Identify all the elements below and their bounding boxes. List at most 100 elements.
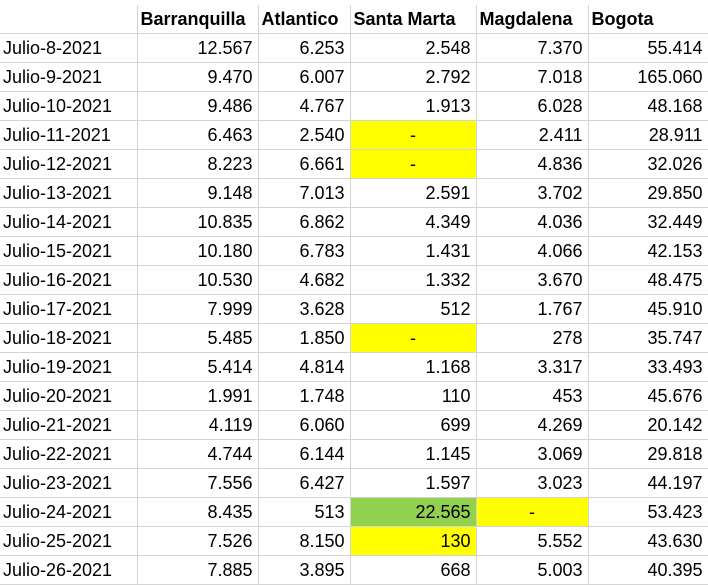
cell-bogota[interactable]: 165.060 [588, 62, 708, 92]
cell-magdalena[interactable]: - [476, 497, 589, 527]
cell-magdalena[interactable]: 453 [476, 381, 589, 411]
cell-atlantico[interactable]: 6.427 [258, 468, 351, 498]
cell-santa-marta[interactable]: 1.431 [350, 236, 477, 266]
cell-santa-marta[interactable]: 110 [350, 381, 477, 411]
cell-date[interactable]: Julio-21-2021 [0, 410, 138, 440]
cell-date[interactable]: Julio-24-2021 [0, 497, 138, 527]
cell-magdalena[interactable]: 3.317 [476, 352, 589, 382]
cell-santa-marta[interactable]: - [350, 120, 477, 150]
cell-bogota[interactable]: 40.395 [588, 555, 708, 585]
cell-magdalena[interactable]: 3.702 [476, 178, 589, 208]
cell-magdalena[interactable]: 4.036 [476, 207, 589, 237]
cell-date[interactable]: Julio-10-2021 [0, 91, 138, 121]
cell-bogota[interactable]: 42.153 [588, 236, 708, 266]
cell-date[interactable]: Julio-11-2021 [0, 120, 138, 150]
header-cell-atlantico[interactable]: Atlantico [258, 5, 351, 34]
cell-barranquilla[interactable]: 6.463 [137, 120, 259, 150]
cell-bogota[interactable]: 48.168 [588, 91, 708, 121]
cell-date[interactable]: Julio-25-2021 [0, 526, 138, 556]
header-cell-date[interactable] [0, 5, 138, 34]
cell-barranquilla[interactable]: 1.991 [137, 381, 259, 411]
cell-barranquilla[interactable]: 9.486 [137, 91, 259, 121]
cell-magdalena[interactable]: 7.370 [476, 33, 589, 63]
cell-barranquilla[interactable]: 4.744 [137, 439, 259, 469]
cell-magdalena[interactable]: 3.069 [476, 439, 589, 469]
cell-bogota[interactable]: 20.142 [588, 410, 708, 440]
cell-santa-marta[interactable]: 1.168 [350, 352, 477, 382]
cell-date[interactable]: Julio-14-2021 [0, 207, 138, 237]
cell-date[interactable]: Julio-18-2021 [0, 323, 138, 353]
cell-bogota[interactable]: 44.197 [588, 468, 708, 498]
cell-date[interactable]: Julio-22-2021 [0, 439, 138, 469]
cell-barranquilla[interactable]: 9.470 [137, 62, 259, 92]
cell-date[interactable]: Julio-17-2021 [0, 294, 138, 324]
cell-santa-marta[interactable]: 1.332 [350, 265, 477, 295]
cell-date[interactable]: Julio-15-2021 [0, 236, 138, 266]
cell-bogota[interactable]: 29.850 [588, 178, 708, 208]
cell-atlantico[interactable]: 4.814 [258, 352, 351, 382]
cell-barranquilla[interactable]: 12.567 [137, 33, 259, 63]
cell-bogota[interactable]: 45.910 [588, 294, 708, 324]
header-cell-magdalena[interactable]: Magdalena [476, 5, 589, 34]
cell-bogota[interactable]: 45.676 [588, 381, 708, 411]
cell-bogota[interactable]: 53.423 [588, 497, 708, 527]
cell-bogota[interactable]: 28.911 [588, 120, 708, 150]
cell-santa-marta[interactable]: 1.913 [350, 91, 477, 121]
cell-magdalena[interactable]: 1.767 [476, 294, 589, 324]
cell-magdalena[interactable]: 4.269 [476, 410, 589, 440]
cell-atlantico[interactable]: 6.783 [258, 236, 351, 266]
cell-barranquilla[interactable]: 7.556 [137, 468, 259, 498]
cell-date[interactable]: Julio-13-2021 [0, 178, 138, 208]
cell-santa-marta[interactable]: 2.591 [350, 178, 477, 208]
header-cell-bogota[interactable]: Bogota [588, 5, 708, 34]
cell-santa-marta[interactable]: 130 [350, 526, 477, 556]
cell-atlantico[interactable]: 6.007 [258, 62, 351, 92]
cell-atlantico[interactable]: 6.253 [258, 33, 351, 63]
cell-barranquilla[interactable]: 5.414 [137, 352, 259, 382]
cell-magdalena[interactable]: 278 [476, 323, 589, 353]
cell-barranquilla[interactable]: 9.148 [137, 178, 259, 208]
cell-atlantico[interactable]: 3.628 [258, 294, 351, 324]
cell-date[interactable]: Julio-23-2021 [0, 468, 138, 498]
cell-magdalena[interactable]: 3.023 [476, 468, 589, 498]
cell-barranquilla[interactable]: 10.180 [137, 236, 259, 266]
cell-date[interactable]: Julio-20-2021 [0, 381, 138, 411]
cell-bogota[interactable]: 48.475 [588, 265, 708, 295]
cell-barranquilla[interactable]: 8.223 [137, 149, 259, 179]
cell-santa-marta[interactable]: 22.565 [350, 497, 477, 527]
cell-atlantico[interactable]: 2.540 [258, 120, 351, 150]
cell-date[interactable]: Julio-12-2021 [0, 149, 138, 179]
cell-magdalena[interactable]: 6.028 [476, 91, 589, 121]
cell-santa-marta[interactable]: 668 [350, 555, 477, 585]
cell-barranquilla[interactable]: 5.485 [137, 323, 259, 353]
cell-date[interactable]: Julio-8-2021 [0, 33, 138, 63]
cell-santa-marta[interactable]: 1.145 [350, 439, 477, 469]
cell-santa-marta[interactable]: 2.792 [350, 62, 477, 92]
cell-atlantico[interactable]: 4.682 [258, 265, 351, 295]
cell-bogota[interactable]: 29.818 [588, 439, 708, 469]
cell-bogota[interactable]: 55.414 [588, 33, 708, 63]
cell-santa-marta[interactable]: 4.349 [350, 207, 477, 237]
cell-magdalena[interactable]: 4.066 [476, 236, 589, 266]
cell-magdalena[interactable]: 7.018 [476, 62, 589, 92]
cell-santa-marta[interactable]: 512 [350, 294, 477, 324]
cell-date[interactable]: Julio-16-2021 [0, 265, 138, 295]
cell-magdalena[interactable]: 2.411 [476, 120, 589, 150]
cell-date[interactable]: Julio-26-2021 [0, 555, 138, 585]
cell-magdalena[interactable]: 3.670 [476, 265, 589, 295]
cell-magdalena[interactable]: 5.003 [476, 555, 589, 585]
cell-atlantico[interactable]: 6.144 [258, 439, 351, 469]
cell-barranquilla[interactable]: 8.435 [137, 497, 259, 527]
cell-bogota[interactable]: 32.026 [588, 149, 708, 179]
cell-atlantico[interactable]: 4.767 [258, 91, 351, 121]
cell-atlantico[interactable]: 1.850 [258, 323, 351, 353]
cell-barranquilla[interactable]: 10.530 [137, 265, 259, 295]
cell-atlantico[interactable]: 6.862 [258, 207, 351, 237]
cell-atlantico[interactable]: 7.013 [258, 178, 351, 208]
cell-atlantico[interactable]: 8.150 [258, 526, 351, 556]
cell-santa-marta[interactable]: 2.548 [350, 33, 477, 63]
cell-bogota[interactable]: 43.630 [588, 526, 708, 556]
cell-atlantico[interactable]: 513 [258, 497, 351, 527]
cell-barranquilla[interactable]: 7.885 [137, 555, 259, 585]
header-cell-barranquilla[interactable]: Barranquilla [137, 5, 259, 34]
